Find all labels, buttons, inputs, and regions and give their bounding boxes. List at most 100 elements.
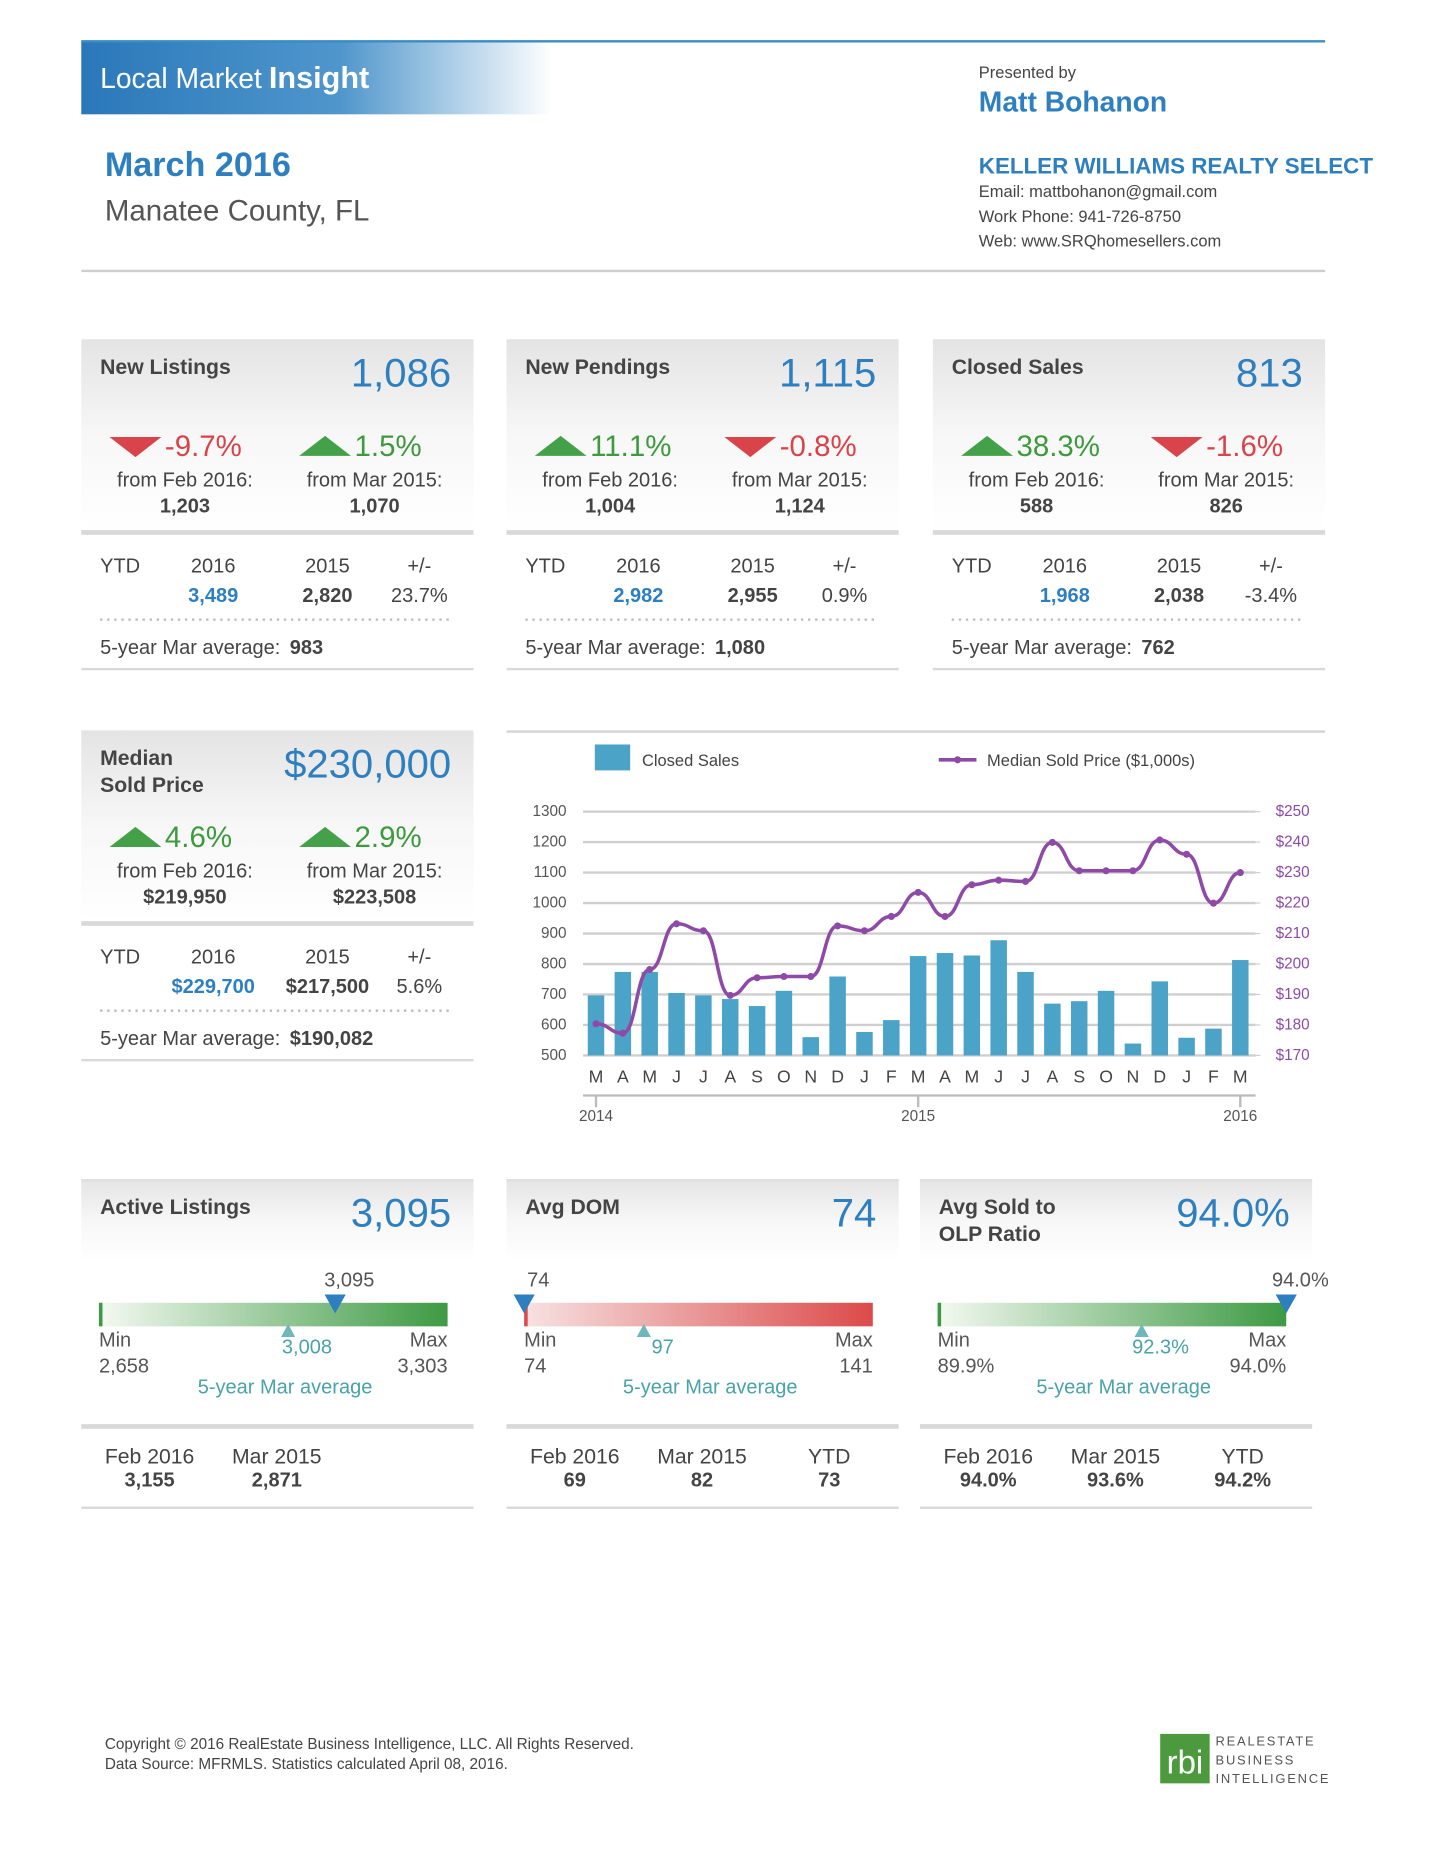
- ytd-previous: 2,820: [302, 585, 352, 607]
- line-point: [726, 991, 734, 999]
- change-base: 588: [1020, 496, 1053, 518]
- change-pct: 11.1%: [590, 430, 671, 463]
- x-tick-label: S: [751, 1067, 763, 1087]
- bar: [802, 1037, 820, 1056]
- gauge-current-label: 74: [527, 1269, 549, 1291]
- x-tick-label: A: [939, 1067, 951, 1087]
- ytd-current: 1,968: [1040, 585, 1090, 607]
- x-tick-label: S: [1073, 1067, 1085, 1087]
- line-point: [1129, 867, 1137, 875]
- change-from: from Mar 2015:: [732, 470, 868, 492]
- gauge-edge: [937, 1302, 942, 1327]
- change-base: $223,508: [333, 887, 416, 909]
- stat-label: Mar 2015: [1071, 1446, 1161, 1469]
- copyright: Copyright © 2016 RealEstate Business Int…: [105, 1736, 634, 1753]
- ytd-col: 2015: [730, 556, 775, 578]
- stat-value: 2,871: [252, 1470, 302, 1492]
- panel-divider: [81, 530, 474, 535]
- logo-line: INTELLIGENCE: [1216, 1771, 1331, 1786]
- y2-tick-label: $190: [1276, 986, 1310, 1003]
- panel-bottom: [81, 1058, 474, 1062]
- change-arrow: [534, 435, 587, 456]
- gauge-title: Active Listings: [100, 1196, 251, 1219]
- line-point: [995, 876, 1003, 884]
- bar: [721, 999, 739, 1056]
- line-point: [673, 920, 681, 928]
- y2-tick-label: $220: [1276, 895, 1310, 912]
- y2-tick-label: $210: [1276, 925, 1310, 942]
- change-from: from Feb 2016:: [969, 470, 1105, 492]
- bar: [1151, 981, 1169, 1056]
- gauge-current-label: 94.0%: [1272, 1269, 1329, 1291]
- panel-top: [919, 1179, 1313, 1182]
- gauge-value: 3,095: [351, 1191, 451, 1235]
- bar: [883, 1020, 900, 1056]
- change-base: 826: [1209, 496, 1242, 518]
- ytd-change: -3.4%: [1245, 585, 1297, 607]
- avg-label: 5-year Mar average:: [100, 1028, 280, 1050]
- stat-value: 82: [691, 1470, 713, 1492]
- panel-value: 1,086: [351, 351, 451, 395]
- gauge-title: OLP Ratio: [939, 1223, 1041, 1246]
- line-point: [619, 1029, 627, 1037]
- gauge-max: 3,303: [397, 1355, 447, 1377]
- panel-box: [932, 339, 1326, 532]
- x-tick-label: N: [1127, 1067, 1140, 1087]
- panel-title: New Pendings: [525, 356, 670, 379]
- line-point: [1102, 867, 1110, 875]
- bar: [829, 976, 846, 1056]
- data-source: Data Source: MFRMLS. Statistics calculat…: [105, 1756, 508, 1773]
- ytd-label: YTD: [525, 556, 565, 578]
- y2-tick-label: $180: [1276, 1016, 1310, 1033]
- change-from: from Mar 2015:: [307, 861, 443, 883]
- change-arrow: [299, 826, 352, 847]
- change-arrow: [1150, 437, 1203, 458]
- ytd-current: 2,982: [613, 585, 663, 607]
- change-arrow: [961, 435, 1013, 456]
- gauge-max-label: Max: [1248, 1329, 1286, 1351]
- y-tick-label: 900: [541, 925, 567, 942]
- change-base: 1,004: [585, 496, 636, 518]
- gauge-min-label: Min: [99, 1329, 131, 1351]
- change-arrow: [109, 437, 162, 458]
- gauge-min-label: Min: [938, 1329, 970, 1351]
- panel-value: $230,000: [284, 743, 451, 787]
- gauge-bar: [524, 1302, 873, 1327]
- gauge-value: 94.0%: [1176, 1191, 1290, 1235]
- line-point: [1209, 899, 1217, 907]
- x-tick-label: F: [1208, 1067, 1219, 1087]
- gauge-value: 74: [832, 1191, 877, 1235]
- bar: [1124, 1043, 1142, 1056]
- line-point: [1156, 836, 1164, 844]
- bar: [775, 990, 793, 1056]
- line-point: [887, 912, 895, 920]
- gauge-average-label: 97: [652, 1337, 674, 1359]
- bar: [990, 940, 1007, 1056]
- change-from: from Feb 2016:: [117, 470, 253, 492]
- bar: [614, 971, 632, 1056]
- bar: [695, 995, 712, 1056]
- ytd-col: 2015: [305, 556, 350, 578]
- ytd-col: 2016: [616, 556, 661, 578]
- change-pct: -0.8%: [780, 430, 857, 463]
- y-tick-label: 1100: [534, 864, 567, 881]
- bar: [909, 956, 927, 1056]
- panel-value: 813: [1236, 351, 1303, 395]
- bar: [1178, 1037, 1195, 1056]
- logo-line: BUSINESS: [1216, 1752, 1296, 1767]
- line-point: [1183, 850, 1191, 858]
- panel-box: [81, 339, 474, 532]
- gauge-bar: [937, 1302, 1287, 1327]
- y2-tick-label: $250: [1276, 803, 1310, 820]
- gauge-title: Avg Sold to: [939, 1196, 1056, 1219]
- web: Web: www.SRQhomesellers.com: [979, 233, 1221, 251]
- x-tick-label: O: [777, 1067, 791, 1087]
- x-tick-label: A: [617, 1067, 629, 1087]
- legend-swatch: [594, 744, 631, 771]
- y-tick-label: 500: [541, 1047, 567, 1064]
- gauge-average-marker: [1134, 1323, 1149, 1337]
- line-point: [1075, 867, 1083, 875]
- stat-label: Mar 2015: [657, 1446, 747, 1469]
